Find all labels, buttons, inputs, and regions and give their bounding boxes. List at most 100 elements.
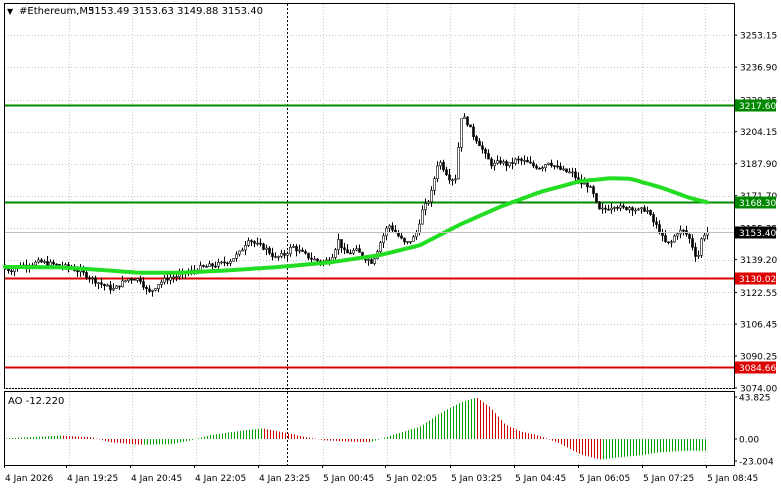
candle-body <box>412 236 415 242</box>
candle-body <box>358 248 361 253</box>
candle-body <box>289 246 292 254</box>
candle-body <box>703 234 706 240</box>
candle-body <box>415 232 418 238</box>
symbol-label: #Ethereum,M5 <box>19 6 94 17</box>
candle-body <box>562 168 565 171</box>
candle-body <box>433 178 436 191</box>
candle-body <box>448 174 451 181</box>
candle-body <box>409 241 412 243</box>
candle-body <box>529 161 532 164</box>
candle-body <box>622 205 625 208</box>
price-tick-label: 3253.15 <box>740 32 777 42</box>
candle-body <box>403 237 406 243</box>
price-tick-label: 3106.45 <box>740 321 777 331</box>
resistance-price-tag <box>735 196 776 209</box>
candle-body <box>472 126 475 137</box>
current-price-label: 3153.40 <box>739 229 776 239</box>
candle-body <box>43 261 46 263</box>
candle-body <box>418 223 421 234</box>
candle-body <box>208 263 211 267</box>
candle-body <box>106 284 109 287</box>
candle-body <box>76 270 79 273</box>
candle-body <box>487 153 490 160</box>
candle-body <box>169 277 172 281</box>
candle-body <box>334 249 337 258</box>
candle-body <box>94 277 97 284</box>
price-tick-label: 3074.00 <box>740 385 777 395</box>
candle-body <box>565 168 568 173</box>
candle-body <box>532 162 535 167</box>
candle-body <box>508 162 511 167</box>
time-tick-label: 5 Jan 03:25 <box>451 474 502 484</box>
candle-body <box>301 249 304 252</box>
candle-body <box>421 209 424 225</box>
candle-body <box>286 253 289 256</box>
candle-body <box>634 209 637 212</box>
candle-body <box>238 250 241 255</box>
candle-body <box>355 248 358 251</box>
candle-body <box>256 242 259 245</box>
candle-body <box>124 280 127 283</box>
candle-body <box>517 158 520 161</box>
candle-body <box>397 232 400 237</box>
candle-body <box>553 165 556 168</box>
candle-body <box>391 225 394 231</box>
candle-body <box>52 261 55 265</box>
candle-body <box>481 145 484 150</box>
price-tick-label: 3236.90 <box>740 64 777 74</box>
candle-body <box>313 258 316 261</box>
support-price-label: 3084.66 <box>739 364 776 374</box>
candle-body <box>145 286 148 290</box>
candle-body <box>298 249 301 252</box>
time-tick-label: 4 Jan 23:25 <box>259 474 310 484</box>
dropdown-arrow-icon[interactable]: ▼ <box>7 7 14 16</box>
candle-body <box>556 165 559 168</box>
candle-body <box>451 179 454 182</box>
candle-body <box>658 224 661 234</box>
candle-body <box>598 201 601 210</box>
candle-body <box>37 259 40 263</box>
candle-body <box>229 260 232 264</box>
candle-body <box>103 284 106 287</box>
candle-body <box>352 249 355 254</box>
candle-body <box>610 207 613 211</box>
candles <box>4 113 709 297</box>
candle-body <box>163 277 166 283</box>
candle-body <box>166 277 169 281</box>
resistance-price-label: 3168.30 <box>739 199 776 209</box>
candle-body <box>367 259 370 261</box>
candle-body <box>535 165 538 169</box>
candle-body <box>205 266 208 268</box>
candle-body <box>151 289 154 292</box>
candle-body <box>280 253 283 257</box>
candle-body <box>97 282 100 285</box>
candle-body <box>274 256 277 258</box>
time-tick-label: 4 Jan 22:05 <box>195 474 246 484</box>
indicator-panel-frame <box>4 391 735 466</box>
candle-body <box>640 207 643 210</box>
candle-body <box>595 193 598 203</box>
candle-body <box>259 242 262 245</box>
candle-body <box>670 241 673 244</box>
candle-body <box>220 261 223 264</box>
candle-body <box>697 255 700 257</box>
candle-body <box>496 160 499 164</box>
time-tick-label: 5 Jan 02:05 <box>386 474 437 484</box>
candle-body <box>175 276 178 278</box>
candle-body <box>436 165 439 179</box>
time-tick-label: 5 Jan 07:25 <box>643 474 694 484</box>
candle-body <box>490 158 493 167</box>
candle-body <box>211 263 214 267</box>
candle-body <box>112 288 115 291</box>
candle-body <box>283 253 286 256</box>
candle-body <box>277 256 280 258</box>
candle-body <box>373 258 376 264</box>
candle-body <box>475 136 478 142</box>
candle-body <box>700 238 703 256</box>
candle-body <box>202 265 205 267</box>
candle-body <box>511 162 514 164</box>
candle-body <box>637 208 640 211</box>
ohlc-values: 3153.49 3153.63 3149.88 3153.40 <box>88 6 263 17</box>
level-lines <box>5 104 734 369</box>
